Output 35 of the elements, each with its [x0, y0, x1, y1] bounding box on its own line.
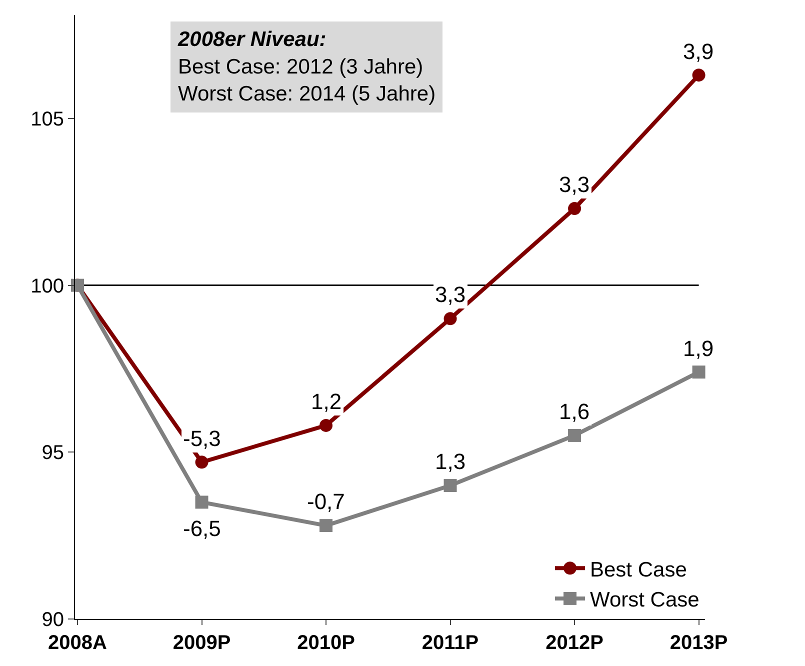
x-tick-label: 2012P — [546, 632, 604, 654]
legend-label: Best Case — [590, 558, 687, 582]
point — [692, 366, 706, 379]
annotation: -6,5 — [183, 516, 221, 541]
y-tick-label: 105 — [30, 108, 64, 130]
annotation: -0,7 — [307, 489, 345, 514]
annotation: Best Case: 2012 (3 Jahre) — [178, 55, 424, 78]
annotation: 1,6 — [559, 399, 590, 424]
x-tick-label: 2013P — [670, 632, 728, 654]
point — [444, 312, 457, 326]
annotation: Worst Case: 2014 (5 Jahre) — [178, 82, 436, 106]
annotation: 3,3 — [435, 282, 466, 307]
annotation: 2008er Niveau: — [177, 28, 326, 51]
annotation: 1,2 — [311, 389, 342, 414]
annotation: 1,9 — [683, 336, 714, 361]
point — [195, 456, 208, 469]
y-tick-label: 90 — [42, 609, 64, 631]
annotation: -5,3 — [183, 426, 221, 451]
y-tick-label: 95 — [42, 442, 64, 464]
annotation: 1,3 — [435, 449, 466, 474]
point — [444, 479, 457, 492]
x-tick-label: 2009P — [172, 632, 231, 654]
legend-label: Worst Case — [590, 588, 700, 612]
x-tick-label: 2008A — [48, 632, 107, 654]
x-tick-label: 2010P — [297, 632, 355, 654]
point — [320, 418, 333, 432]
point — [568, 428, 582, 442]
point — [568, 202, 582, 216]
point — [320, 519, 333, 532]
y-tick-label: 100 — [30, 275, 64, 298]
x-tick-label: 2011P — [422, 632, 479, 654]
point — [195, 496, 208, 509]
annotation: 3,9 — [683, 39, 714, 64]
annotation: 3,3 — [559, 172, 590, 197]
point — [692, 68, 706, 82]
